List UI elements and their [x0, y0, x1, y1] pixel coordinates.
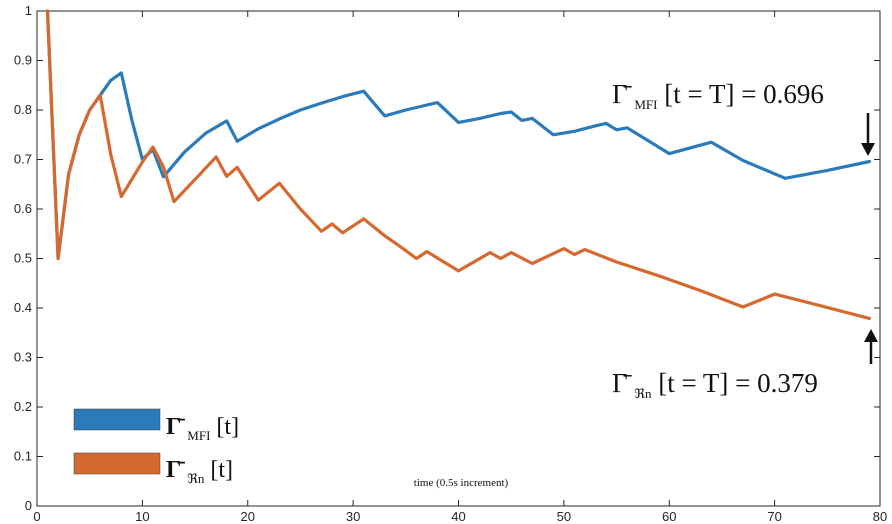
y-tick-label-6: 0.6 — [14, 201, 32, 216]
x-tick-label-3: 30 — [346, 509, 360, 524]
y-tick-label-2: 0.2 — [14, 399, 32, 414]
y-tick-label-4: 0.4 — [14, 300, 32, 315]
svg-text:Γ̄ MFI [t = T] = 0: Γ̄ MFI [t = T] = 0.696 — [612, 79, 824, 115]
y-tick-label-3: 0.3 — [14, 350, 32, 365]
x-tick-label-7: 70 — [767, 509, 781, 524]
y-tick-label-10: 1 — [25, 3, 32, 18]
x-tick-label-6: 60 — [662, 509, 676, 524]
y-tick-label-5: 0.5 — [14, 251, 32, 266]
x-tick-label-2: 20 — [241, 509, 255, 524]
x-tick-label-5: 50 — [557, 509, 571, 524]
annotation-mfi-symbol: Γ̄ — [612, 79, 633, 109]
annotation-mfi-value: [t = T] = 0.696 — [664, 79, 824, 109]
svg-text:Γ̄ ℜn [t = T] = 0.: Γ̄ ℜn [t = T] = 0.379 — [612, 368, 818, 404]
series-line-0 — [45, 9, 872, 261]
series-group — [45, 9, 872, 320]
x-tick-label-0: 0 — [33, 509, 40, 524]
axes: 0 10 20 30 40 50 60 70 80 0 0.1 0.2 0.3 0.4 0.5 0.6 0.7 0… — [14, 3, 887, 524]
annotation-rn-symbol: Γ̄ — [612, 368, 633, 398]
x-tick-label-8: 80 — [873, 509, 887, 524]
annotation-rn-subscript: ℜn — [634, 386, 652, 401]
annotation-mfi: Γ̄ MFI [t = T] = 0.696 — [612, 79, 875, 156]
annotation-mfi-subscript: MFI — [634, 97, 657, 112]
legend: Γ̄ MFI [t] Γ̄ ℜn [t] — [73, 408, 239, 489]
x-tick-label-4: 40 — [451, 509, 465, 524]
series-line-1 — [45, 9, 872, 320]
y-tick-label-0: 0 — [25, 498, 32, 513]
legend-swatch-rn — [73, 452, 161, 475]
y-tick-label-1: 0.1 — [14, 449, 32, 464]
legend-swatch-mfi — [73, 408, 161, 431]
annotation-rn-arrow — [864, 329, 878, 364]
y-tick-label-7: 0.7 — [14, 152, 32, 167]
y-tick-label-8: 0.8 — [14, 102, 32, 117]
x-tick-label-1: 10 — [135, 509, 149, 524]
legend-label-rn: Γ̄ ℜn [t] — [166, 457, 233, 489]
legend-label-mfi: Γ̄ MFI [t] — [166, 414, 239, 446]
annotation-mfi-arrow — [861, 113, 875, 156]
annotation-rn: Γ̄ ℜn [t = T] = 0.379 — [612, 329, 878, 404]
annotation-rn-value: [t = T] = 0.379 — [658, 368, 818, 398]
x-axis-label: time (0.5s increment) — [414, 477, 509, 489]
y-tick-label-9: 0.9 — [14, 53, 32, 68]
